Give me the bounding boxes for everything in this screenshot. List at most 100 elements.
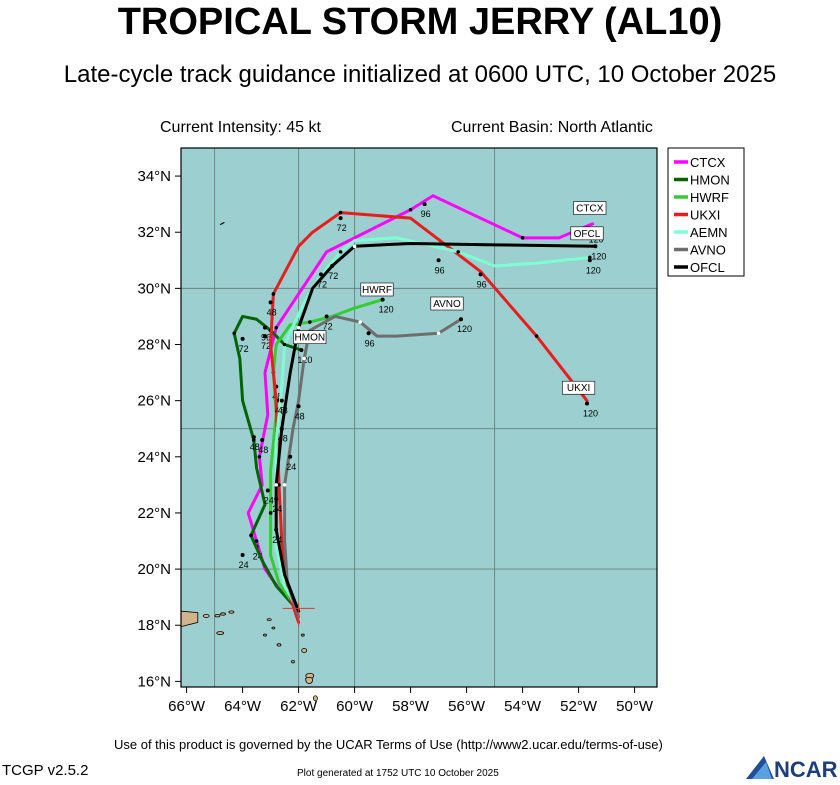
forecast-hour-dot (279, 398, 284, 403)
forecast-hour-dot (274, 527, 279, 532)
track-point (588, 255, 592, 260)
forecast-hour-dot (263, 325, 267, 330)
forecast-hour-dot (585, 401, 589, 406)
ncar-logo: NCAR (744, 752, 840, 782)
forecast-hour-dot (324, 314, 329, 319)
island (301, 648, 308, 653)
island (263, 633, 267, 637)
forecast-hour-label: 48 (278, 406, 288, 416)
lat-tick-label: 22°N (137, 505, 171, 522)
forecast-hour-dot (268, 300, 273, 305)
forecast-hour-label: 72 (323, 321, 333, 331)
forecast-hour-label: 24 (253, 552, 263, 562)
island (202, 614, 210, 618)
island (276, 643, 282, 647)
track-point (249, 533, 253, 538)
track-point (252, 438, 256, 442)
track-point (282, 342, 287, 347)
forecast-hour-label: 96 (421, 209, 431, 219)
forecast-hour-label: 96 (261, 333, 271, 343)
terms-of-use: Use of this product is governed by the U… (114, 737, 663, 752)
legend-label-hmon: HMON (690, 173, 730, 188)
forecast-hour-label: 24 (264, 495, 274, 505)
forecast-hour-label: 48 (295, 411, 305, 421)
forecast-hour-label: 24 (286, 462, 296, 472)
forecast-hour-dot (459, 317, 463, 322)
forecast-hour-label: 96 (435, 265, 445, 275)
island (271, 626, 276, 630)
ncar-logo-text: NCAR (774, 757, 838, 780)
model-end-label-box (430, 296, 464, 311)
forecast-hour-label: 48 (258, 445, 268, 455)
track-point (254, 539, 259, 543)
island (291, 660, 295, 664)
lon-tick-label: 64°W (224, 698, 262, 715)
island (228, 610, 235, 614)
legend-label-hwrf: HWRF (690, 190, 729, 205)
forecast-hour-dot (260, 437, 265, 442)
lon-tick-label: 54°W (504, 698, 542, 715)
forecast-hour-dot (366, 331, 371, 336)
track-point (456, 250, 461, 254)
forecast-hour-dot (240, 553, 245, 558)
page-title: TROPICAL STORM JERRY (AL10) (117, 1, 723, 43)
lat-tick-label: 28°N (137, 337, 171, 354)
forecast-hour-label: 72 (337, 223, 347, 233)
legend-label-avno: AVNO (690, 243, 726, 258)
island (216, 631, 225, 635)
track-point (232, 331, 236, 336)
legend-label-ukxi: UKXI (690, 208, 720, 223)
forecast-hour-dot (338, 216, 343, 221)
guadeloupe (305, 676, 314, 684)
forecast-hour-dot (263, 334, 267, 339)
track-point (534, 334, 539, 338)
legend-box (667, 147, 745, 277)
model-end-label: UKXI (567, 383, 590, 394)
forecast-hour-label: 120 (591, 251, 606, 261)
page-subtitle: Late-cycle track guidance initialized at… (63, 61, 777, 88)
model-end-label: CTCX (576, 204, 604, 215)
forecast-hour-label: 120 (583, 408, 598, 418)
current-intensity: Current Intensity: 45 kt (160, 119, 321, 136)
track-point (338, 250, 343, 254)
model-end-label-box (293, 330, 327, 345)
track-point (271, 292, 276, 296)
lat-tick-label: 32°N (137, 224, 171, 241)
lon-tick-label: 66°W (168, 698, 206, 715)
legend-label-aemn: AEMN (690, 225, 728, 240)
forecast-hour-dot (478, 272, 483, 277)
island (214, 614, 221, 618)
track-ukxi (269, 211, 589, 624)
version-label: TCGP v2.5.2 (2, 762, 89, 779)
lon-tick-label: 56°W (448, 698, 486, 715)
forecast-hour-dot (265, 488, 270, 493)
lat-tick-label: 18°N (137, 617, 171, 634)
track-point (358, 320, 363, 324)
forecast-hour-label: 120 (457, 324, 472, 334)
lat-tick-label: 20°N (137, 561, 171, 578)
lat-tick-label: 34°N (137, 168, 171, 185)
legend-label-ofcl: OFCL (690, 260, 725, 275)
lat-tick-label: 24°N (137, 449, 171, 466)
model-end-label-box (570, 226, 604, 241)
track-point (257, 455, 262, 459)
island (266, 618, 272, 622)
lat-tick-label: 30°N (137, 280, 171, 297)
track-point (296, 325, 301, 330)
model-end-label-box (573, 201, 607, 215)
forecast-hour-label: 96 (477, 279, 487, 289)
track-point (436, 331, 441, 336)
ncar-logo-mark: NCAR (746, 756, 838, 782)
track-point (408, 207, 413, 212)
model-end-label: HWRF (362, 285, 392, 296)
forecast-hour-dot (288, 454, 293, 459)
model-end-label: AVNO (433, 299, 461, 310)
lat-tick-label: 26°N (137, 393, 171, 410)
generated-time: Plot generated at 1752 UTC 10 October 20… (297, 768, 499, 779)
forecast-hour-dot (251, 435, 256, 440)
model-end-label-box (360, 282, 394, 297)
forecast-hour-dot (380, 297, 385, 302)
forecast-hour-dot (299, 348, 304, 353)
island (220, 612, 226, 616)
